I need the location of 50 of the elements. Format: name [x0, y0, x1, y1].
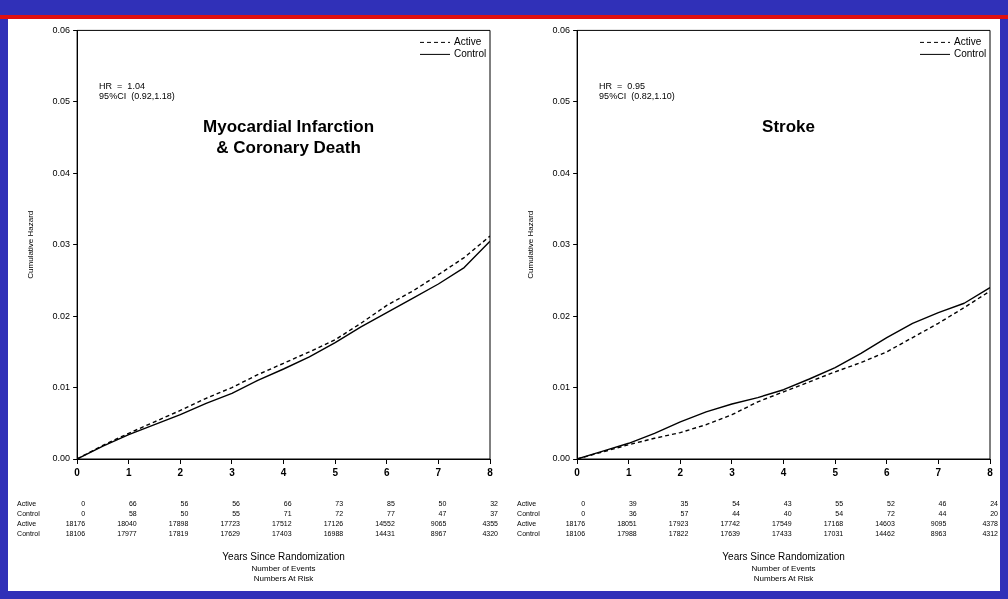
annotation: 95%CI (0.92,1.18) — [99, 91, 175, 102]
x-tick-label: 8 — [987, 466, 994, 478]
annotation: 95%CI (0.82,1.10) — [599, 91, 675, 102]
y-tick-label: 0.00 — [52, 453, 71, 464]
x-tick-label: 3 — [729, 466, 736, 478]
text: Myocardial Infarction & Coronary Death — [203, 116, 375, 157]
x-tick-label: 4 — [780, 466, 787, 478]
x-tick-label: 4 — [280, 466, 287, 478]
legend-label: Active — [454, 36, 482, 48]
x-tick-label: 6 — [884, 466, 890, 478]
x-tick-label: 8 — [487, 466, 494, 478]
x-tick-label: 7 — [935, 466, 942, 478]
y-axis-title: Cumulative Hazard — [26, 210, 35, 279]
annotation: HR = 0.95 — [599, 81, 645, 92]
y-tick-label: 0.06 — [552, 24, 571, 35]
y-tick-label: 0.02 — [552, 310, 571, 321]
y-tick-label: 0.00 — [552, 453, 571, 464]
legend-label: Active — [954, 36, 982, 48]
x-tick-label: 2 — [177, 466, 184, 478]
y-tick-label: 0.05 — [552, 96, 571, 107]
x-tick-label: 6 — [384, 466, 390, 478]
y-tick-label: 0.03 — [552, 239, 571, 250]
y-tick-label: 0.02 — [52, 310, 71, 321]
x-axis-title: Years Since Randomization — [222, 550, 345, 562]
legend-label: Control — [954, 48, 987, 60]
x-tick-label: 0 — [574, 466, 581, 478]
x-tick-label: 5 — [332, 466, 339, 478]
y-tick-label: 0.04 — [52, 167, 71, 178]
text: Number of Events — [751, 564, 816, 574]
x-axis-title: Years Since Randomization — [722, 550, 845, 562]
legend-label: Control — [454, 48, 487, 60]
text: Numbers At Risk — [253, 574, 315, 584]
x-tick-label: 7 — [435, 466, 442, 478]
annotation: HR = 1.04 — [99, 81, 145, 92]
x-tick-label: 0 — [74, 466, 81, 478]
x-tick-label: 1 — [625, 466, 632, 478]
text: Stroke — [762, 116, 816, 136]
text: Numbers At Risk — [753, 574, 815, 584]
y-tick-label: 0.05 — [52, 96, 71, 107]
x-tick-label: 3 — [229, 466, 236, 478]
x-tick-label: 2 — [677, 466, 684, 478]
x-tick-label: 5 — [832, 466, 839, 478]
x-tick-label: 1 — [125, 466, 132, 478]
text: Number of Events — [251, 564, 316, 574]
y-axis-title: Cumulative Hazard — [526, 210, 535, 279]
y-tick-label: 0.01 — [552, 382, 571, 393]
y-tick-label: 0.06 — [52, 24, 71, 35]
y-tick-label: 0.01 — [52, 382, 71, 393]
y-tick-label: 0.04 — [552, 167, 571, 178]
y-tick-label: 0.03 — [52, 239, 71, 250]
